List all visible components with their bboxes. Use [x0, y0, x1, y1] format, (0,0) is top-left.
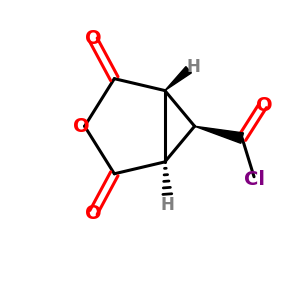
Text: Cl: Cl [244, 170, 265, 189]
Polygon shape [195, 126, 243, 143]
Text: H: H [186, 58, 200, 76]
Text: O: O [85, 204, 102, 224]
Text: O: O [73, 117, 90, 136]
Text: O: O [256, 96, 273, 115]
Text: H: H [161, 196, 175, 214]
Polygon shape [165, 67, 191, 91]
Text: O: O [85, 29, 102, 48]
